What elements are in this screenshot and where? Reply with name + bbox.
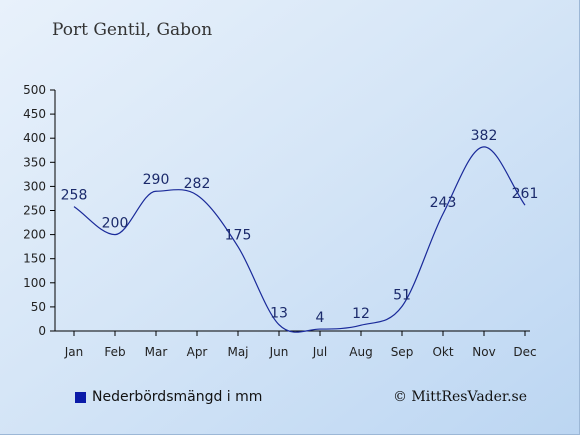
y-tick-label: 250 [23, 204, 46, 218]
x-tick-label: Okt [432, 345, 453, 359]
x-tick-label: Jun [269, 345, 289, 359]
x-tick-label: Aug [349, 345, 372, 359]
x-tick-label: Apr [187, 345, 208, 359]
chart-title: Port Gentil, Gabon [52, 20, 213, 40]
y-tick-label: 200 [23, 228, 46, 242]
x-tick-label: Sep [391, 345, 414, 359]
data-label: 382 [471, 128, 498, 144]
series-group [73, 146, 526, 333]
data-label: 4 [316, 310, 325, 326]
data-label: 258 [61, 188, 88, 204]
data-label: 175 [225, 228, 252, 244]
legend-label: Nederbördsmängd i mm [92, 389, 263, 405]
data-label: 243 [430, 195, 457, 211]
x-tick-label: Dec [513, 345, 536, 359]
y-tick-label: 500 [23, 83, 46, 97]
y-tick-label: 150 [23, 252, 46, 266]
x-tick-label: Maj [227, 345, 248, 359]
x-tick-label: Jul [312, 345, 327, 359]
data-label: 261 [512, 186, 539, 202]
axes: 0 50 100 150 200 250 300 350 400 450 500 Jan Feb Mar A… [23, 83, 537, 359]
legend-swatch [75, 391, 86, 403]
data-label: 13 [270, 306, 288, 322]
x-tick-label: Mar [145, 345, 168, 359]
credit: © MittResVader.se [392, 389, 527, 405]
data-label: 290 [143, 172, 170, 188]
y-tick-label: 400 [23, 131, 46, 145]
y-tick-label: 0 [38, 324, 46, 338]
legend: Nederbördsmängd i mm [75, 389, 262, 405]
data-label: 12 [352, 306, 370, 322]
y-tick-label: 300 [23, 179, 46, 193]
x-tick-label: Nov [472, 345, 495, 359]
x-tick-label: Feb [104, 345, 125, 359]
y-tick-label: 100 [23, 276, 46, 290]
y-tick-label: 50 [31, 300, 46, 314]
data-label: 200 [102, 216, 129, 232]
data-labels: 258 200 290 282 175 13 4 12 51 243 382 261 [61, 128, 539, 326]
y-tick-label: 450 [23, 107, 46, 121]
data-label: 282 [184, 176, 211, 192]
y-tick-label: 350 [23, 155, 46, 169]
data-label: 51 [393, 287, 411, 303]
x-tick-label: Jan [64, 345, 84, 359]
